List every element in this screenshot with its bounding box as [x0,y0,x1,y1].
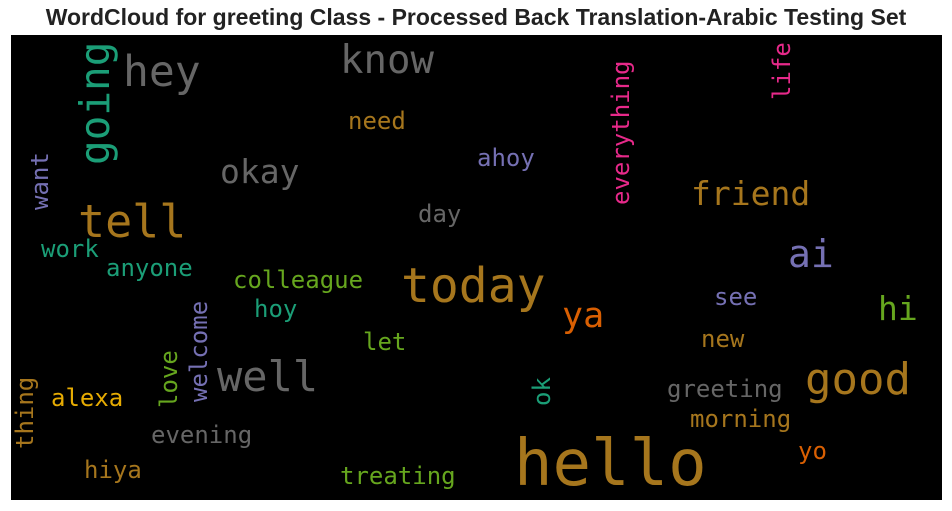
chart-title: WordCloud for greeting Class - Processed… [45,4,907,30]
word-morning: morning [690,405,792,433]
word-ok: ok [528,377,556,406]
word-know: know [340,38,434,83]
word-need: need [348,107,406,135]
word-alexa: alexa [51,384,124,412]
word-anyone: anyone [106,254,193,282]
word-work: work [41,235,99,263]
word-everything: everything [607,60,635,206]
word-let: let [363,328,407,356]
word-thing: thing [11,376,39,449]
word-hello: hello [514,427,707,500]
word-hiya: hiya [84,456,142,484]
word-cloud: hello today good well tell hey know goin… [11,35,942,500]
word-day: day [418,200,462,228]
word-ai: ai [788,232,834,276]
word-evening: evening [151,421,253,449]
word-hoy: hoy [254,295,298,323]
word-new: new [701,325,745,353]
word-colleague: colleague [233,266,364,294]
word-ya: ya [562,296,605,336]
word-want: want [26,152,54,210]
word-good: good [805,354,911,405]
word-tell: tell [78,195,187,248]
word-treating: treating [340,462,456,490]
word-see: see [714,283,758,311]
word-today: today [401,258,546,314]
word-hi: hi [878,289,918,328]
word-life: life [768,42,796,100]
word-ahoy: ahoy [477,144,535,172]
word-welcome: welcome [185,300,213,402]
word-okay: okay [220,152,300,191]
word-love: love [155,350,183,408]
word-well: well [217,352,319,401]
word-friend: friend [691,174,811,213]
word-going: going [71,41,119,165]
word-hey: hey [123,47,201,97]
word-yo: yo [798,437,827,465]
word-greeting: greeting [667,375,783,403]
